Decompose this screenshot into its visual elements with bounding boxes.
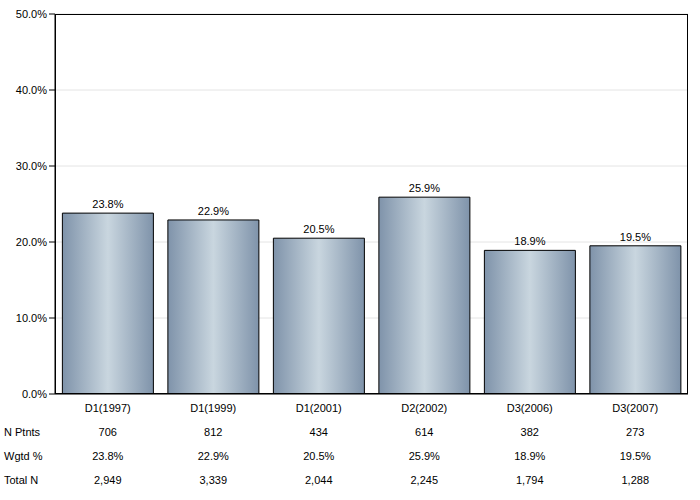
svg-text:0.0%: 0.0% xyxy=(22,388,47,400)
svg-text:D2(2002): D2(2002) xyxy=(401,402,447,414)
svg-text:Total N: Total N xyxy=(8,474,38,486)
svg-text:N Ptnts: N Ptnts xyxy=(8,426,41,438)
svg-text:1,794: 1,794 xyxy=(516,474,544,486)
svg-text:D1(1999): D1(1999) xyxy=(190,402,236,414)
svg-text:D3(2006): D3(2006) xyxy=(507,402,553,414)
svg-text:20.0%: 20.0% xyxy=(16,236,47,248)
svg-text:D1(2001): D1(2001) xyxy=(296,402,342,414)
svg-text:Wgtd %: Wgtd % xyxy=(8,450,43,462)
svg-text:1,288: 1,288 xyxy=(621,474,649,486)
svg-text:812: 812 xyxy=(204,426,222,438)
svg-text:40.0%: 40.0% xyxy=(16,84,47,96)
svg-text:19.5%: 19.5% xyxy=(620,231,651,243)
svg-text:30.0%: 30.0% xyxy=(16,160,47,172)
svg-text:614: 614 xyxy=(415,426,433,438)
svg-text:2,044: 2,044 xyxy=(305,474,333,486)
svg-text:382: 382 xyxy=(521,426,539,438)
svg-text:2,949: 2,949 xyxy=(94,474,122,486)
svg-text:23.8%: 23.8% xyxy=(92,450,123,462)
svg-text:10.0%: 10.0% xyxy=(16,312,47,324)
svg-text:19.5%: 19.5% xyxy=(620,450,651,462)
svg-text:706: 706 xyxy=(99,426,117,438)
svg-text:20.5%: 20.5% xyxy=(303,450,334,462)
svg-text:25.9%: 25.9% xyxy=(409,450,440,462)
svg-text:22.9%: 22.9% xyxy=(198,450,229,462)
svg-text:25.9%: 25.9% xyxy=(409,182,440,194)
svg-text:22.9%: 22.9% xyxy=(198,205,229,217)
svg-text:3,339: 3,339 xyxy=(199,474,227,486)
svg-text:18.9%: 18.9% xyxy=(514,450,545,462)
svg-text:2,245: 2,245 xyxy=(410,474,438,486)
svg-text:20.5%: 20.5% xyxy=(303,223,334,235)
svg-text:D1(1997): D1(1997) xyxy=(85,402,131,414)
svg-text:273: 273 xyxy=(626,426,644,438)
svg-text:50.0%: 50.0% xyxy=(16,8,47,20)
svg-text:23.8%: 23.8% xyxy=(92,198,123,210)
svg-text:18.9%: 18.9% xyxy=(514,235,545,247)
svg-text:434: 434 xyxy=(310,426,328,438)
svg-text:D3(2007): D3(2007) xyxy=(612,402,658,414)
